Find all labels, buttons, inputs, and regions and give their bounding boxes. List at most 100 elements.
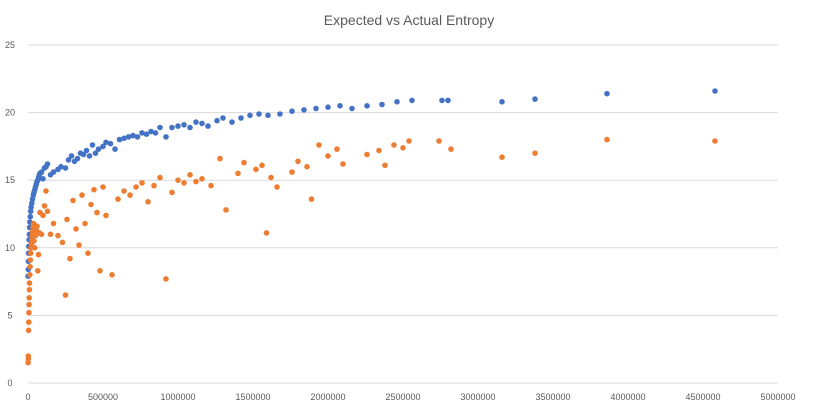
series-2-point	[406, 138, 412, 144]
series-2-point	[64, 216, 70, 223]
y-axis-ticks: 0 5 10 15 20 25	[5, 40, 15, 388]
series-2-point	[263, 230, 270, 236]
series-1-point	[143, 131, 150, 137]
series-1-point	[199, 120, 205, 127]
series-1-point	[95, 146, 102, 152]
series-2-points	[25, 136, 718, 366]
series-2-point	[169, 189, 175, 196]
gridlines	[28, 44, 778, 384]
series-2-point	[94, 209, 100, 216]
series-2-point	[82, 220, 88, 227]
series-1-point	[604, 90, 610, 97]
y-tick-label: 25	[5, 40, 15, 50]
series-2-point	[35, 268, 41, 274]
series-2-point	[199, 176, 205, 182]
series-2-point	[325, 153, 331, 159]
series-1-point	[289, 108, 295, 114]
series-1-point	[532, 96, 538, 102]
series-1-point	[301, 107, 307, 113]
series-1-point	[139, 130, 145, 136]
series-1-point	[125, 134, 132, 140]
series-2-point	[40, 212, 46, 219]
x-tick-label: 2500000	[385, 392, 420, 402]
series-2-point	[26, 319, 32, 326]
series-2-point	[253, 166, 259, 173]
series-1-point	[193, 119, 199, 125]
series-1-point	[394, 99, 400, 105]
series-2-point	[26, 280, 33, 286]
x-tick-label: 1500000	[235, 392, 270, 402]
x-axis-ticks: 0 500000 1000000 1500000 2000000 2500000 30000…	[25, 392, 795, 402]
series-2-point	[259, 162, 265, 169]
series-1-point	[163, 134, 169, 140]
series-2-point	[25, 355, 32, 362]
series-1-point	[74, 155, 81, 162]
series-2-point	[103, 212, 109, 219]
series-2-point	[175, 177, 181, 183]
series-2-point	[163, 276, 169, 282]
series-2-point	[76, 242, 82, 248]
x-tick-label: 0	[25, 392, 30, 402]
series-2-point	[34, 223, 40, 229]
series-1-point	[40, 176, 46, 182]
series-2-point	[295, 158, 301, 165]
series-2-point	[391, 142, 397, 148]
series-1-point	[499, 99, 505, 105]
series-2-point	[340, 161, 346, 167]
series-1-point	[187, 124, 193, 131]
series-1-point	[80, 151, 87, 158]
series-2-point	[181, 180, 187, 186]
series-2-point	[43, 188, 49, 194]
series-2-point	[26, 286, 33, 293]
series-1-point	[265, 112, 271, 119]
series-2-point	[604, 136, 610, 143]
y-tick-label: 20	[5, 108, 15, 118]
series-1-points	[25, 88, 718, 280]
series-2-point	[35, 251, 42, 258]
series-1-point	[27, 213, 34, 220]
series-1-point	[116, 136, 123, 143]
series-2-point	[27, 250, 34, 256]
series-2-point	[187, 172, 193, 178]
series-2-point	[139, 180, 145, 186]
series-2-point	[304, 163, 310, 170]
series-1-point	[325, 104, 331, 110]
series-2-point	[268, 174, 274, 181]
series-2-point	[67, 255, 73, 262]
series-1-point	[229, 119, 235, 125]
x-tick-label: 4500000	[685, 392, 720, 402]
series-1-point	[409, 97, 415, 104]
series-2-point	[27, 257, 34, 263]
series-1-point	[121, 135, 127, 142]
series-2-point	[364, 151, 370, 158]
y-tick-label: 10	[5, 243, 15, 253]
series-2-point	[289, 169, 295, 175]
series-1-point	[86, 153, 93, 159]
series-2-point	[41, 203, 48, 209]
series-2-point	[27, 272, 33, 278]
series-1-point	[256, 111, 262, 117]
series-2-point	[334, 146, 340, 152]
series-1-point	[68, 153, 75, 159]
series-2-point	[26, 295, 32, 301]
series-1-point	[313, 105, 319, 112]
series-1-point	[134, 134, 141, 140]
series-1-point	[712, 88, 718, 94]
series-2-point	[47, 231, 54, 238]
series-1-point	[58, 163, 64, 170]
series-2-point	[400, 145, 406, 151]
series-1-point	[205, 123, 211, 129]
x-tick-label: 1000000	[160, 392, 195, 402]
series-2-point	[235, 170, 241, 177]
series-2-point	[73, 226, 79, 232]
series-2-point	[55, 232, 61, 239]
series-2-point	[32, 245, 38, 251]
series-1-point	[169, 124, 175, 131]
series-2-point	[38, 231, 45, 238]
series-1-point	[44, 161, 51, 167]
x-tick-label: 2000000	[310, 392, 345, 402]
series-2-point	[109, 272, 115, 278]
y-tick-label: 0	[7, 378, 12, 388]
series-1-point	[130, 132, 136, 139]
